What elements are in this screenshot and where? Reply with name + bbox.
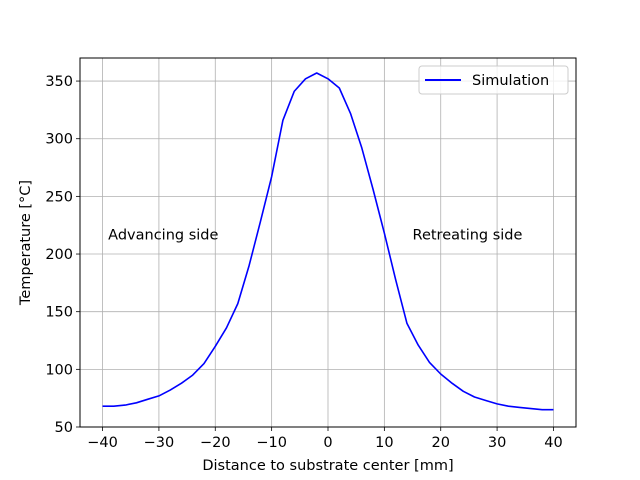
- x-tick-label: 30: [488, 435, 506, 451]
- x-tick-label: −20: [200, 435, 231, 451]
- series-line-simulation: [102, 72, 554, 411]
- y-tick-label: 50: [55, 420, 73, 436]
- y-tick-label: 300: [45, 132, 73, 148]
- x-tick-label: 40: [544, 435, 562, 451]
- y-axis: 50 100 150 200 250 300 350: [45, 74, 80, 436]
- series-layer: [102, 72, 554, 411]
- legend-box: [418, 65, 569, 95]
- y-tick-label: 150: [45, 305, 73, 321]
- x-tick-label: 10: [375, 435, 393, 451]
- legend: Simulation: [418, 65, 569, 95]
- y-tick-label: 100: [45, 362, 73, 378]
- y-tick-label: 200: [45, 247, 73, 263]
- x-tick-label: −40: [87, 435, 118, 451]
- x-axis: −40 −30 −20 −10 0 10 20 30 40: [87, 427, 563, 451]
- x-tick-label: 20: [432, 435, 450, 451]
- y-axis-label: Temperature [°C]: [18, 180, 34, 306]
- legend-label-simulation: Simulation: [472, 73, 549, 89]
- x-tick-label: −30: [144, 435, 175, 451]
- annotation-advancing-side: Advancing side: [108, 227, 218, 243]
- y-tick-label: 250: [45, 189, 73, 205]
- x-tick-label: 0: [323, 435, 332, 451]
- y-tick-label: 350: [45, 74, 73, 90]
- annotation-retreating-side: Retreating side: [413, 227, 523, 243]
- x-tick-label: −10: [256, 435, 287, 451]
- annotations: Advancing side Retreating side: [108, 227, 522, 243]
- x-axis-label: Distance to substrate center [mm]: [202, 458, 453, 474]
